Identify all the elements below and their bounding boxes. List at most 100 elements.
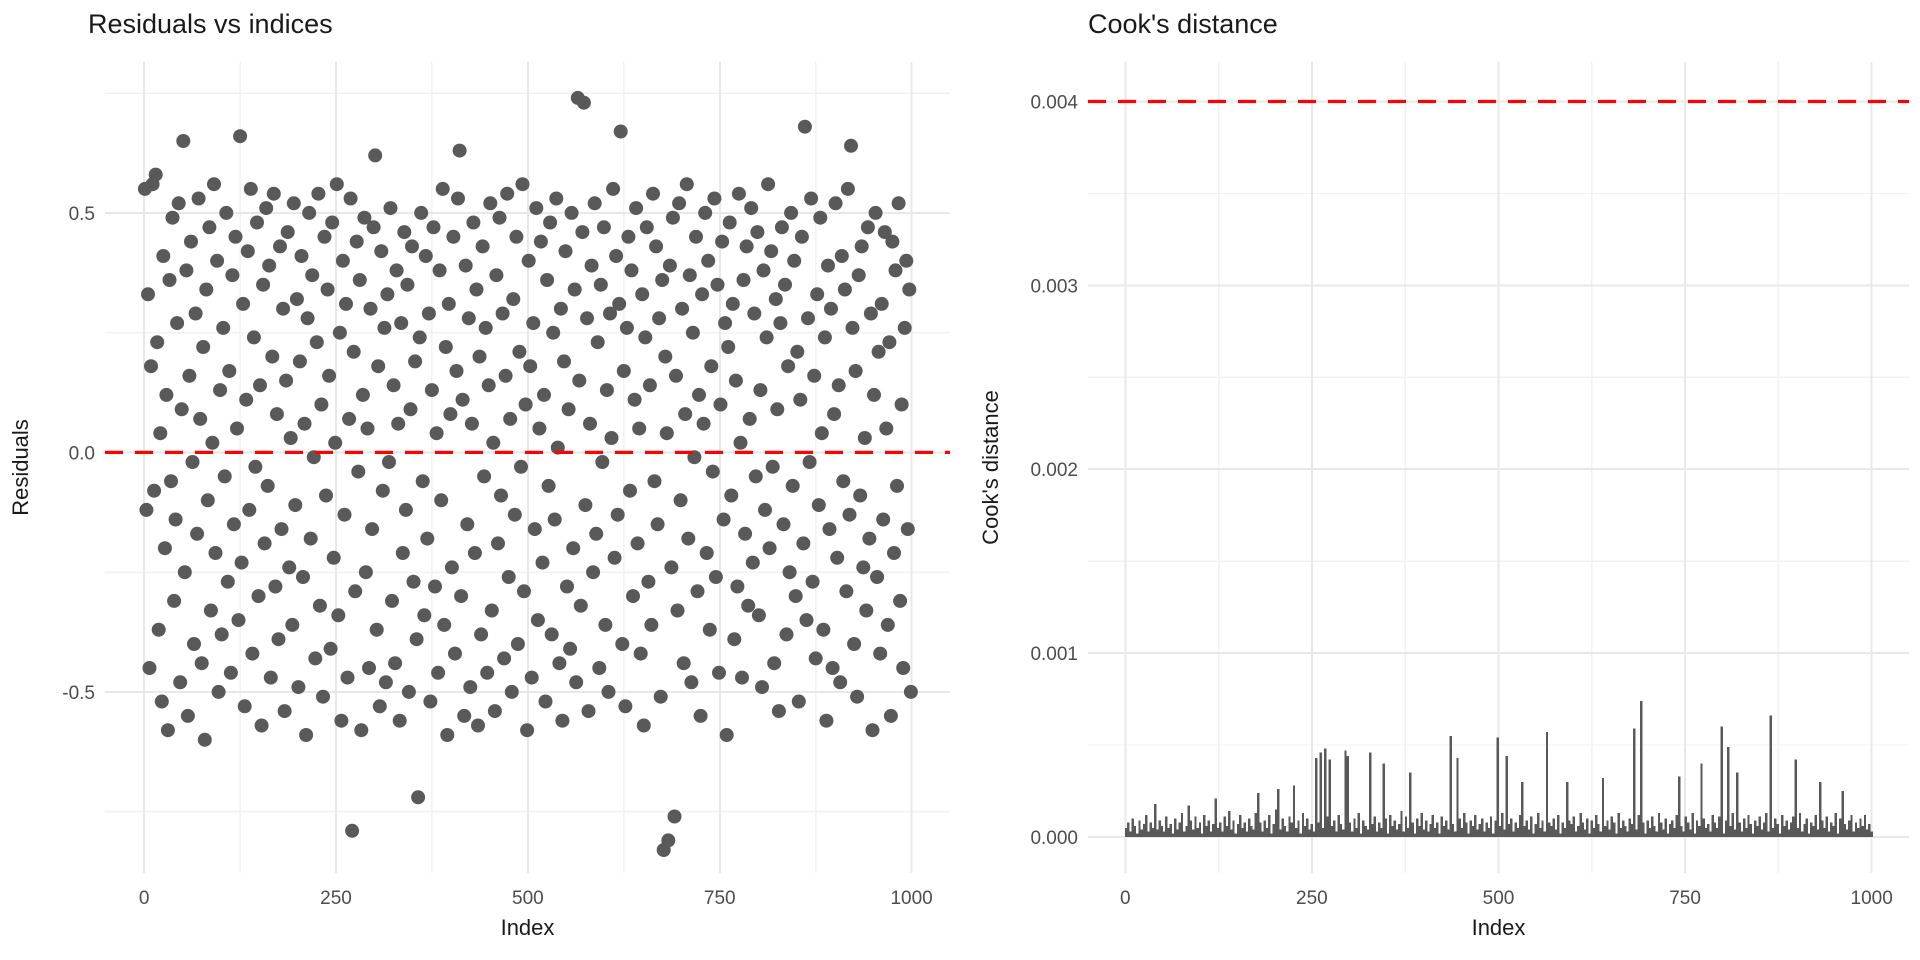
- data-point: [495, 306, 510, 321]
- data-point: [440, 728, 455, 742]
- data-point: [659, 426, 674, 441]
- data-point: [141, 287, 155, 302]
- data-point: [618, 699, 633, 714]
- x-tick-label: 500: [1483, 888, 1515, 909]
- x-tick-label: 1000: [1851, 888, 1893, 909]
- data-point: [521, 253, 536, 268]
- data-point: [787, 253, 802, 268]
- data-point: [868, 205, 883, 220]
- data-point: [738, 526, 753, 541]
- data-point: [342, 411, 357, 426]
- data-point: [630, 536, 645, 551]
- data-point: [747, 306, 762, 321]
- data-point: [865, 723, 880, 738]
- data-point: [586, 565, 601, 580]
- data-point: [860, 220, 875, 235]
- y-axis-title: Cook's distance: [978, 390, 1003, 545]
- x-tick-label: 250: [1296, 888, 1328, 909]
- data-point: [520, 723, 535, 738]
- data-point: [355, 387, 370, 402]
- data-point: [339, 296, 353, 311]
- data-point: [626, 589, 640, 604]
- data-point: [369, 622, 384, 637]
- data-point: [797, 119, 812, 134]
- data-point: [810, 287, 825, 302]
- data-point: [515, 177, 530, 192]
- data-point: [896, 661, 911, 675]
- data-point: [466, 215, 481, 230]
- data-point: [664, 560, 679, 575]
- data-point: [598, 617, 613, 632]
- data-point: [669, 368, 683, 383]
- data-point: [587, 196, 602, 211]
- y-tick-label: 0.004: [1030, 93, 1078, 114]
- data-point: [309, 335, 324, 350]
- data-point: [573, 598, 588, 613]
- data-point: [176, 134, 191, 148]
- data-point: [512, 344, 527, 359]
- data-point: [644, 617, 659, 632]
- y-tick-label: 0.001: [1030, 644, 1078, 665]
- data-point: [859, 603, 874, 618]
- data-point: [702, 622, 717, 637]
- data-point: [899, 253, 914, 268]
- data-point: [352, 273, 367, 287]
- data-point: [774, 220, 789, 235]
- data-point: [257, 536, 272, 551]
- data-point: [156, 249, 171, 263]
- data-point: [684, 675, 699, 690]
- data-point: [383, 201, 398, 216]
- data-point: [248, 459, 263, 474]
- data-point: [836, 474, 851, 489]
- y-tick-label: 0.0: [69, 443, 95, 464]
- data-point: [813, 210, 828, 225]
- data-point: [575, 225, 590, 240]
- data-point: [219, 205, 234, 220]
- data-point: [358, 565, 373, 580]
- data-point: [438, 340, 453, 354]
- data-point: [623, 483, 637, 498]
- data-point: [672, 196, 687, 211]
- data-point: [167, 593, 182, 608]
- data-point: [222, 364, 237, 378]
- data-point: [741, 598, 756, 613]
- data-point: [641, 574, 656, 589]
- data-point: [541, 478, 556, 493]
- data-point: [188, 306, 203, 321]
- data-point: [504, 684, 519, 699]
- data-point: [837, 282, 852, 297]
- data-point: [337, 507, 352, 522]
- data-point: [627, 392, 642, 407]
- data-point: [217, 469, 232, 484]
- right-plot-title: Cook's distance: [1088, 9, 1278, 39]
- data-point: [371, 359, 386, 374]
- data-point: [882, 335, 897, 350]
- data-point: [139, 502, 154, 517]
- data-point: [334, 713, 349, 728]
- data-point: [377, 320, 392, 335]
- data-point: [360, 421, 375, 436]
- data-point: [561, 402, 576, 417]
- x-axis-title: Index: [1472, 915, 1526, 940]
- data-point: [638, 330, 653, 345]
- data-point: [695, 287, 710, 302]
- data-point: [764, 244, 779, 259]
- data-point: [323, 641, 338, 656]
- data-point: [890, 478, 904, 493]
- data-point: [543, 215, 558, 230]
- data-point: [567, 282, 582, 297]
- data-point: [883, 708, 898, 723]
- data-point: [472, 349, 487, 364]
- data-point: [420, 531, 435, 546]
- y-tick-label: 0.000: [1030, 828, 1078, 849]
- x-tick-label: 750: [704, 888, 736, 909]
- data-point: [801, 311, 815, 326]
- data-point: [771, 704, 786, 719]
- data-point: [731, 186, 746, 201]
- data-point: [873, 646, 888, 661]
- data-point: [469, 282, 484, 297]
- data-point: [497, 651, 512, 666]
- data-point: [325, 215, 340, 230]
- data-point: [251, 589, 266, 604]
- data-point: [863, 306, 878, 321]
